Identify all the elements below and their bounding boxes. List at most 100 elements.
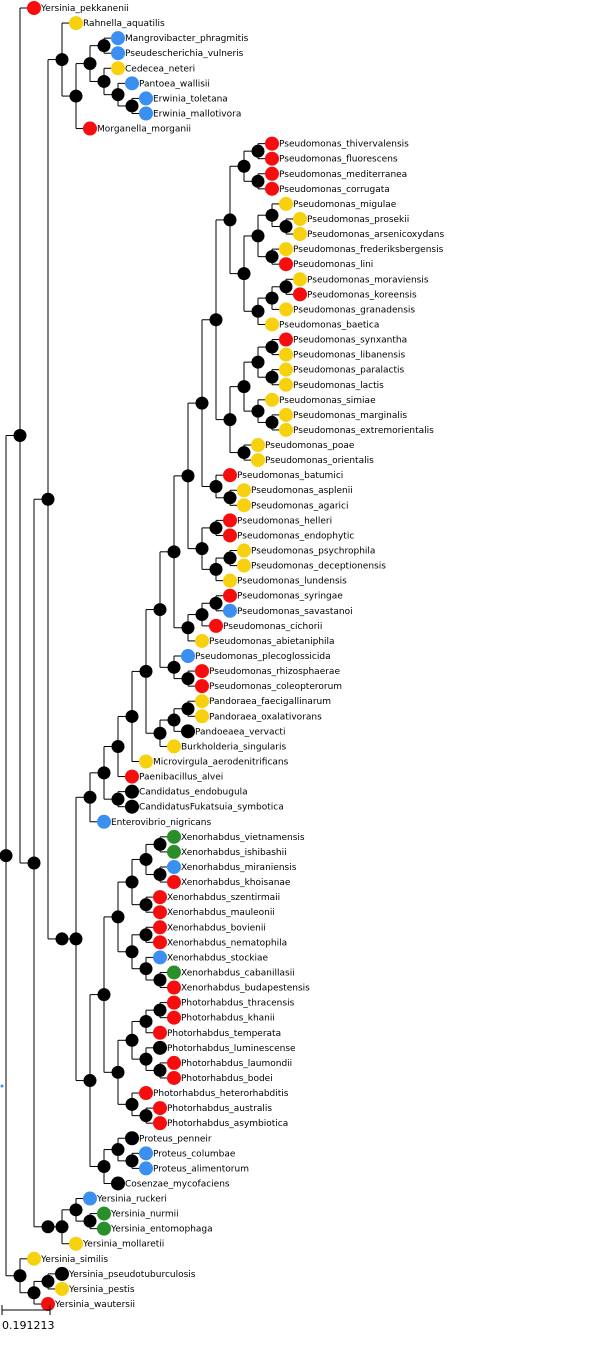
internal-node-marker	[167, 545, 181, 559]
internal-node-marker	[27, 1286, 41, 1300]
tip-node-marker	[293, 227, 307, 242]
tip-label: Pseudomonas_endophytic	[237, 531, 354, 541]
tip-node-marker	[111, 46, 125, 61]
tip-node-marker	[139, 106, 153, 121]
internal-node-marker	[251, 229, 265, 243]
tip-label: Pseudomonas_syringae	[237, 592, 343, 602]
internal-node-marker	[223, 213, 237, 227]
internal-node-marker	[153, 603, 167, 617]
tip-node-marker	[97, 814, 111, 829]
internal-node-marker	[69, 932, 83, 946]
tip-label: Pseudomonas_rhizosphaerae	[209, 667, 340, 677]
tip-label: Pseudomonas_plecoglossicida	[195, 652, 331, 662]
tip-label: Candidatus_endobugula	[139, 788, 248, 798]
tip-label: Photorhabdus_laumondii	[181, 1059, 292, 1069]
tip-label: Pseudomonas_asplenii	[251, 486, 353, 496]
tip-node-marker	[293, 211, 307, 226]
tip-label: Photorhabdus_khanii	[181, 1014, 275, 1024]
internal-node-marker	[265, 340, 279, 354]
tip-label: Pseudomonas_orientalis	[265, 456, 374, 466]
tip-node-marker	[237, 543, 251, 558]
internal-node-marker	[97, 74, 111, 88]
tip-node-marker	[97, 1221, 111, 1236]
tip-label: Yersinia_similis	[40, 1255, 108, 1265]
tip-node-marker	[265, 317, 279, 332]
tip-label: Xenorhabdus_nematophila	[167, 938, 287, 948]
tip-label: Yersinia_wautersii	[54, 1300, 135, 1310]
internal-node-marker	[139, 962, 153, 976]
tip-label: Cosenzae_mycofaciens	[125, 1179, 230, 1189]
internal-node-marker	[139, 1052, 153, 1066]
internal-node-marker	[0, 849, 13, 863]
tip-node-marker	[223, 513, 237, 528]
tip-label: Pseudomonas_koreensis	[307, 290, 417, 300]
tip-label: Pseudomonas_simiae	[279, 396, 376, 406]
tip-label: Pseudomonas_corrugata	[279, 185, 390, 195]
internal-node-marker	[153, 973, 167, 987]
tip-node-marker	[69, 16, 83, 31]
tip-node-marker	[167, 1070, 181, 1085]
tip-node-marker	[293, 287, 307, 302]
internal-node-marker	[13, 429, 27, 443]
internal-node-marker	[13, 1269, 27, 1283]
internal-node-marker	[97, 39, 111, 53]
internal-node-marker	[111, 88, 125, 102]
tip-label: Pseudomonas_paralactis	[293, 366, 405, 376]
internal-node-marker	[209, 313, 223, 327]
tip-label: Photorhabdus_temperata	[167, 1029, 281, 1039]
tip-label: Xenorhabdus_ishibashii	[181, 848, 287, 858]
tip-node-marker	[125, 769, 139, 784]
internal-node-marker	[139, 898, 153, 912]
tip-node-marker	[195, 709, 209, 724]
internal-node-marker	[181, 469, 195, 483]
tip-label: Enterovibrio_nigricans	[111, 818, 211, 828]
internal-node-marker	[195, 396, 209, 410]
internal-node-marker	[41, 1274, 55, 1288]
internal-node-marker	[111, 1143, 125, 1157]
tip-node-marker	[139, 754, 153, 769]
tip-node-marker	[83, 1191, 97, 1206]
tip-label: Pseudomonas_lactis	[293, 381, 384, 391]
tip-label: Erwinia_mallotivora	[153, 109, 241, 119]
tip-label: Pseudomonas_prosekii	[307, 215, 409, 225]
tip-node-marker	[279, 196, 293, 211]
tip-node-marker	[153, 905, 167, 920]
internal-node-marker	[83, 1074, 97, 1088]
tip-node-marker	[237, 498, 251, 513]
scale-bar-label: 0.191213	[2, 1319, 55, 1332]
tip-node-marker	[153, 1101, 167, 1116]
tip-label: Pseudomonas_poae	[265, 441, 355, 451]
tip-label: Pseudomonas_fluorescens	[279, 155, 398, 165]
tip-label: Cedecea_neteri	[125, 64, 195, 74]
internal-node-marker	[265, 208, 279, 222]
tip-node-marker	[195, 694, 209, 709]
tip-node-marker	[279, 302, 293, 317]
internal-node-marker	[265, 370, 279, 384]
tip-label: Proteus_alimentorum	[153, 1164, 249, 1174]
tip-label: Pseudomonas_libanensis	[293, 351, 405, 361]
internal-node-marker	[27, 856, 41, 870]
tip-label: Pseudomonas_baetica	[279, 320, 379, 330]
tip-label: Xenorhabdus_stockiae	[167, 953, 268, 963]
tip-node-marker	[167, 965, 181, 980]
internal-node-marker	[153, 1063, 167, 1077]
tip-node-marker	[69, 1236, 83, 1251]
internal-node-marker	[251, 144, 265, 158]
tip-label: Proteus_columbae	[153, 1149, 236, 1159]
tip-label: Xenorhabdus_budapestensis	[181, 984, 310, 994]
internal-node-marker	[279, 280, 293, 294]
tip-label: Yersinia_ruckeri	[96, 1195, 167, 1205]
internal-node-marker	[55, 1220, 69, 1234]
tip-label: Pandoraea_faecigallinarum	[209, 697, 331, 707]
tip-node-marker	[209, 618, 223, 633]
tip-node-marker	[167, 739, 181, 754]
tip-label: Xenorhabdus_miraniensis	[181, 863, 297, 873]
internal-node-marker	[209, 562, 223, 576]
internal-node-marker	[125, 875, 139, 889]
tip-node-marker	[153, 935, 167, 950]
tip-node-marker	[237, 483, 251, 498]
tip-node-marker	[181, 724, 195, 739]
internal-node-marker	[111, 740, 125, 754]
internal-node-marker	[139, 664, 153, 678]
